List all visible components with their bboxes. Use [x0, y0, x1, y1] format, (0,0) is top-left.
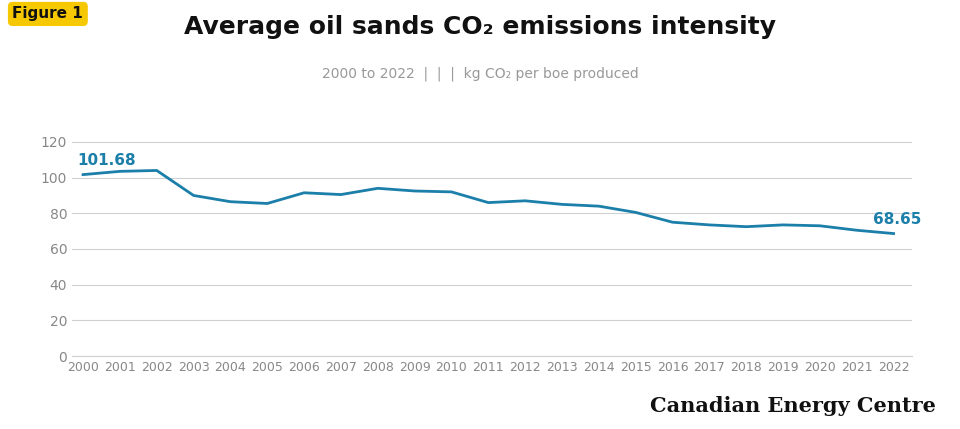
Text: 68.65: 68.65 [874, 212, 922, 227]
Text: Canadian Energy Centre: Canadian Energy Centre [650, 396, 936, 416]
Text: 101.68: 101.68 [78, 153, 136, 168]
Text: Average oil sands CO₂ emissions intensity: Average oil sands CO₂ emissions intensit… [184, 15, 776, 39]
Text: 2000 to 2022  |  |  |  kg CO₂ per boe produced: 2000 to 2022 | | | kg CO₂ per boe produc… [322, 66, 638, 81]
Text: Figure 1: Figure 1 [12, 6, 84, 21]
